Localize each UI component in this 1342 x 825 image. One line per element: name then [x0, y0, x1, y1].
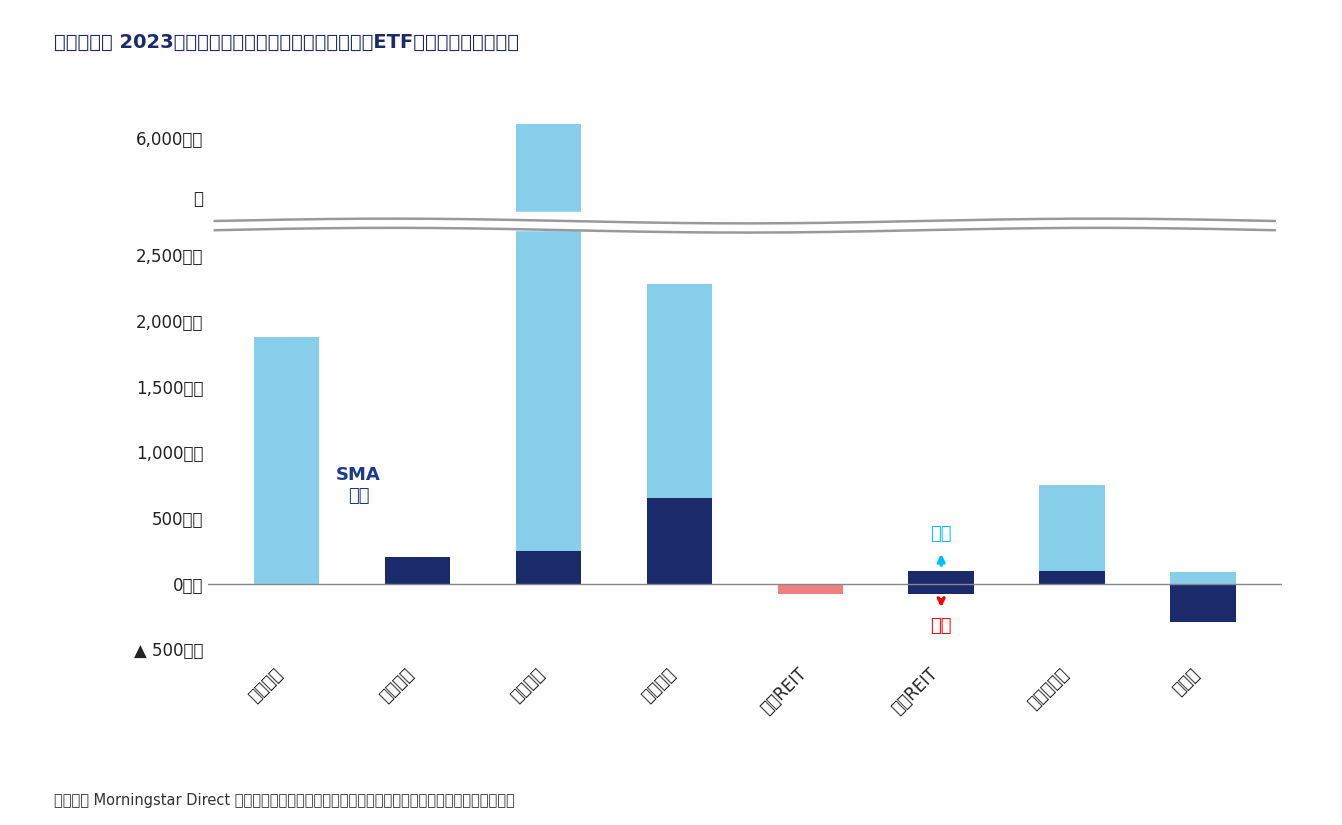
Bar	[1040, 571, 1104, 584]
Text: （資料） Morningstar Direct より作成。各資産クラスはイボットソン分類を用いてファンドを分類。: （資料） Morningstar Direct より作成。各資産クラスはイボット…	[54, 794, 514, 808]
Bar	[909, 584, 974, 594]
Text: SMA
専用: SMA 専用	[337, 466, 381, 505]
Bar	[1040, 485, 1104, 584]
Bar	[515, 551, 581, 584]
Bar	[1170, 584, 1236, 622]
Bar	[385, 558, 450, 584]
Text: 【図表１】 2023年９月の日本籍追加型株式投信（除くETF）の推計資金流出入: 【図表１】 2023年９月の日本籍追加型株式投信（除くETF）の推計資金流出入	[54, 33, 518, 52]
Bar	[647, 284, 713, 584]
Text: 流出: 流出	[930, 616, 951, 634]
Bar	[647, 498, 713, 584]
Bar	[254, 337, 319, 584]
Bar	[909, 571, 974, 584]
Bar	[208, 213, 1282, 229]
Bar	[777, 584, 843, 594]
Bar	[909, 572, 974, 584]
Bar	[515, 124, 581, 584]
Bar	[385, 558, 450, 584]
Bar	[1170, 572, 1236, 584]
Text: 流入: 流入	[930, 525, 951, 543]
